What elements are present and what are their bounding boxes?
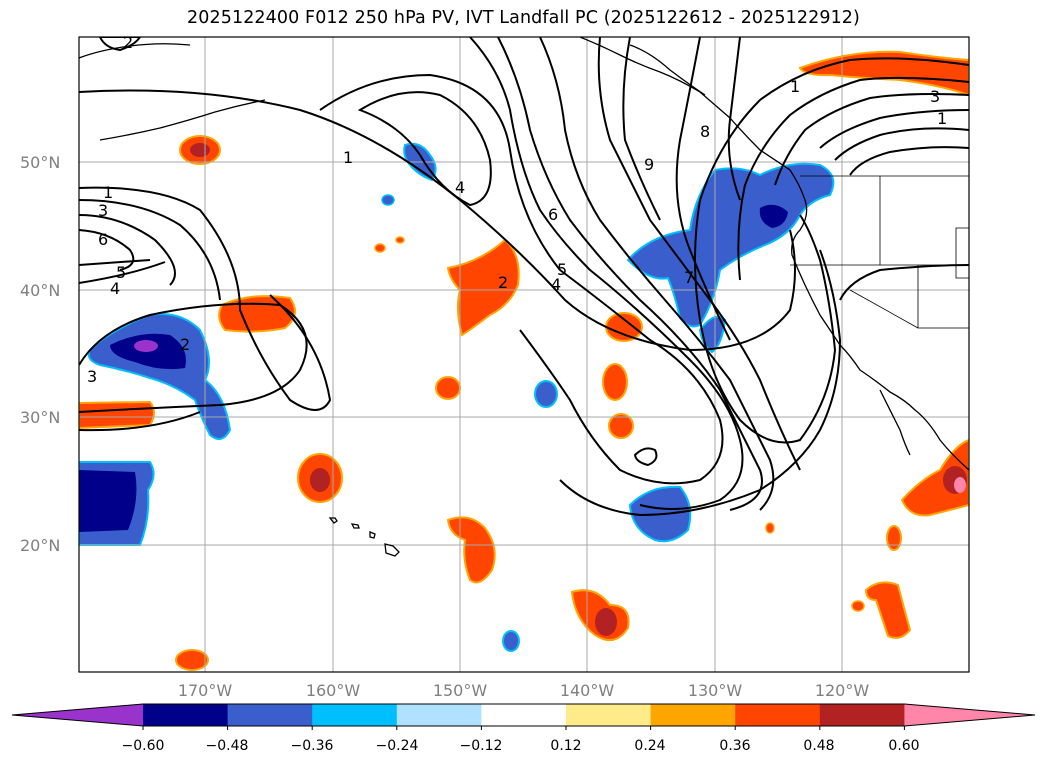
contour-label-layer: 2 1 4 6 5 4 1 3 6 5 4 3 2 2 7 8 9 3 1 1 (87, 33, 947, 386)
lon-label: 160°W (306, 681, 361, 700)
colorbar-segment (819, 704, 905, 726)
contour-label: 1 (790, 77, 800, 96)
colorbar-tick-label: −0.48 (206, 738, 249, 754)
negative-pv-core (79, 470, 137, 532)
colorbar-segment (735, 704, 821, 726)
positive-pv-patch (374, 243, 386, 253)
lon-label: 130°W (688, 681, 743, 700)
contour-label: 5 (116, 263, 126, 282)
colorbar-tick-label: −0.36 (291, 738, 334, 754)
contour-label: 2 (498, 273, 508, 292)
negative-pv-core (759, 204, 788, 228)
colorbar (11, 703, 1036, 730)
contour-label: 1 (937, 109, 947, 128)
graticule (79, 37, 969, 672)
positive-pv-patch (602, 363, 628, 401)
colorbar-segment (143, 704, 229, 726)
contour-label: 6 (98, 230, 108, 249)
colorbar-segment (227, 704, 313, 726)
negative-pv-patch (381, 194, 395, 206)
positive-pv-patch (435, 376, 461, 400)
positive-pv-patch (395, 236, 405, 244)
lat-label: 30°N (20, 408, 60, 427)
map-frame (78, 36, 970, 673)
negative-pv-patch (502, 630, 520, 652)
colorbar-segment (396, 704, 482, 726)
colorbar-tick-label: −0.60 (122, 738, 165, 754)
contour-label: 4 (455, 178, 465, 197)
contour-label: 1 (343, 148, 353, 167)
contour-label: 1 (103, 183, 113, 202)
colorbar-segment (312, 704, 398, 726)
contour-label: 3 (87, 367, 97, 386)
longitude-labels: 170°W 160°W 150°W 140°W 130°W 120°W (178, 681, 870, 700)
contour-label: 4 (110, 279, 120, 298)
lon-label: 150°W (433, 681, 488, 700)
contour-label: 8 (700, 122, 710, 141)
contour-label: 9 (644, 155, 654, 174)
colorbar-extend-max (904, 704, 1035, 726)
positive-pv-patch (886, 525, 902, 551)
ivt-contours (79, 37, 969, 517)
colorbar-extend-min (12, 704, 143, 726)
positive-pv-patch (79, 400, 155, 430)
colorbar-segment (566, 704, 652, 726)
latitude-labels: 50°N 40°N 30°N 20°N (20, 153, 60, 555)
colorbar-tick-label: 0.60 (888, 738, 919, 754)
lat-label: 50°N (20, 153, 60, 172)
colorbar-segment (481, 704, 567, 726)
positive-pv-patch (900, 438, 969, 517)
lon-label: 120°W (815, 681, 870, 700)
colorbar-tick-label: −0.24 (376, 738, 419, 754)
contour-label: 3 (98, 201, 108, 220)
negative-pv-peak (134, 340, 158, 352)
contour-label: 4 (551, 275, 561, 294)
contour-label: 3 (930, 87, 940, 106)
positive-pv-patch (608, 413, 634, 439)
lon-label: 140°W (560, 681, 615, 700)
positive-pv-patch (218, 295, 296, 333)
lat-label: 20°N (20, 536, 60, 555)
contour-label: 2 (180, 335, 190, 354)
contour-label: 2 (123, 33, 133, 52)
positive-pv-patch (864, 581, 912, 639)
contour-label: 5 (557, 260, 567, 279)
positive-pv-patch (765, 522, 775, 534)
colorbar-ticks: −0.60 −0.48 −0.36 −0.24 −0.12 0.12 0.24 … (122, 738, 920, 754)
contour-label: 7 (684, 268, 694, 287)
colorbar-tick-label: 0.24 (634, 738, 665, 754)
lon-label: 170°W (178, 681, 233, 700)
colorbar-tick-label: 0.48 (803, 738, 834, 754)
colorbar-tick-label: −0.12 (460, 738, 503, 754)
positive-pv-patch (175, 649, 209, 671)
map-background (79, 37, 969, 672)
map-title: 2025122400 F012 250 hPa PV, IVT Landfall… (187, 8, 860, 28)
colorbar-tick-label: 0.36 (719, 738, 750, 754)
lat-label: 40°N (20, 281, 60, 300)
contour-label: 6 (548, 205, 558, 224)
negative-pv-patch (534, 380, 558, 408)
colorbar-tick-label: 0.12 (550, 738, 581, 754)
positive-pv-patch (605, 312, 643, 342)
positive-pv-patch (851, 600, 865, 612)
colorbar-segment (650, 704, 736, 726)
